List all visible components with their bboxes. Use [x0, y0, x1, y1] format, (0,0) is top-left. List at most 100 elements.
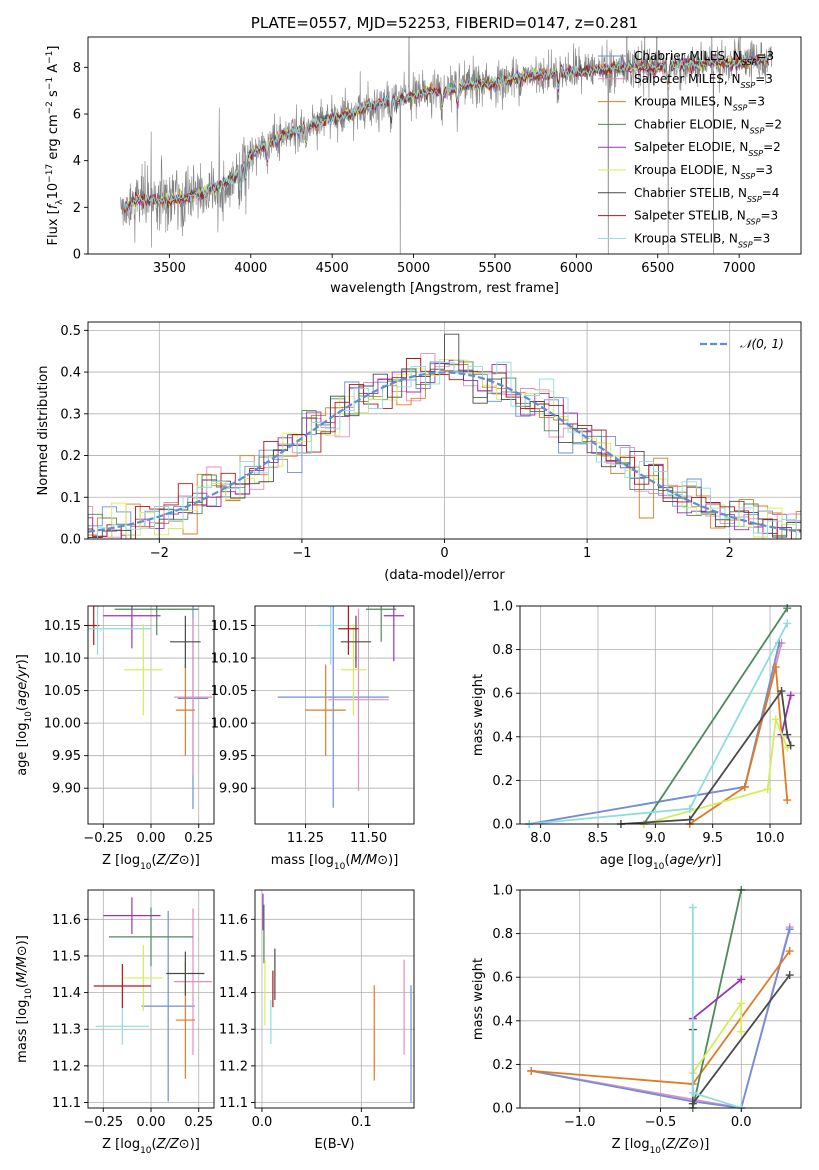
y-tick-label: 1.0: [492, 884, 513, 899]
y-tick-label: 10.00: [211, 717, 248, 732]
weight-marker-krou_miles: [783, 796, 792, 805]
y-tick-label: 0.2: [492, 1058, 513, 1073]
mass_vs_ebv-x-label: E(B-V): [314, 1137, 354, 1152]
y-tick-label: 6: [73, 108, 81, 123]
legend-subscript: SSP: [748, 149, 763, 158]
label-part: age [: [15, 742, 30, 775]
y-tick-label: 0.6: [492, 687, 513, 702]
y-tick-label: 11.3: [52, 1023, 81, 1038]
mass_vs_ebv-plot-area: [262, 893, 412, 1103]
y-tick-label: 11.3: [219, 1023, 248, 1038]
legend-tail: =2: [764, 117, 782, 131]
y-tick-label: 11.5: [219, 949, 248, 964]
x-tick-label: 5000: [397, 261, 430, 276]
legend-entry: Salpeter ELODIE, NSSP=2: [634, 140, 781, 158]
y-tick-label: 10.00: [44, 717, 81, 732]
label-part: s: [46, 90, 61, 101]
x-tick-label: 0.25: [184, 831, 213, 846]
label-part: f: [46, 202, 61, 209]
weight-marker-krou_elodie: [763, 785, 772, 794]
x-tick-label: 9.0: [645, 831, 666, 846]
label-part: log: [633, 853, 653, 868]
y-tick-label: 0.1: [60, 491, 81, 506]
x-tick-label: 8.5: [588, 831, 609, 846]
label-part: (: [15, 706, 30, 711]
y-tick-label: 11.4: [52, 986, 81, 1001]
plot-frame: [254, 605, 415, 825]
x-tick-label: 0.1: [351, 1115, 372, 1130]
x-tick-label: 0.0: [731, 1115, 752, 1130]
x-tick-label: 0.25: [184, 1115, 213, 1130]
label-part: (: [664, 853, 669, 868]
residual-histogram-chab_stelib: [88, 333, 801, 539]
x-tick-label: 3500: [153, 261, 186, 276]
label-part: log: [15, 723, 30, 743]
y-tick-label: 11.2: [52, 1059, 81, 1074]
x-tick-label: −0.5: [645, 1115, 677, 1130]
label-part: (: [661, 1137, 666, 1152]
label-part: (: [345, 853, 350, 868]
legend-subscript: SSP: [750, 126, 765, 135]
label-part: Z [: [102, 853, 120, 868]
y-tick-label: 0.2: [492, 774, 513, 789]
y-tick-label: 0.0: [60, 533, 81, 548]
y-tick-label: 11.6: [219, 913, 248, 928]
weight-marker-chab_stelib: [785, 971, 794, 980]
label-part: ]: [195, 1137, 200, 1152]
label-part: 10: [24, 988, 34, 1000]
legend-tail: =3: [755, 163, 773, 177]
x-tick-label: 10.0: [756, 831, 785, 846]
y-tick-label: 11.1: [219, 1096, 248, 1111]
label-part: 10: [46, 183, 61, 200]
legend-subscript: SSP: [747, 194, 762, 203]
label-part: 10: [140, 862, 152, 872]
plot-frame: [254, 889, 415, 1109]
weight_vs_age-plot-area: [525, 604, 795, 828]
y-tick-label: 11.1: [52, 1096, 81, 1111]
label-part: Z/Z⊙: [665, 1137, 699, 1152]
weight-marker-chab_stelib: [783, 730, 792, 739]
x-tick-label: 6500: [641, 261, 674, 276]
y-tick-label: 0.4: [492, 1014, 513, 1029]
weight-line-chab_elodie: [643, 607, 788, 825]
y-tick-label: 0.3: [60, 407, 81, 422]
y-tick-label: 0.8: [492, 927, 513, 942]
label-part: Z [: [102, 1137, 120, 1152]
x-tick-label: −1: [292, 546, 311, 561]
label-part: ]: [15, 654, 30, 659]
weight-marker-krou_stelib: [783, 619, 792, 628]
mass_vs_Z-plot-area: [93, 897, 213, 1102]
legend-label: Chabrier STELIB, N: [634, 186, 747, 200]
model-spectrum-salp_stelib: [123, 54, 769, 214]
y-tick-label: 11.5: [52, 949, 81, 964]
residuals-y-label: Normed distribution: [36, 366, 51, 496]
weight-vs-metallicity-panel: −1.0 −0.5 0.0 0.0 0.2 0.4 0.6 0.8 1.0 Z [log10(Z/…: [471, 884, 802, 1156]
y-tick-label: 0.5: [60, 324, 81, 339]
x-tick-label: −1.0: [564, 1115, 596, 1130]
y-tick-label: 0.4: [60, 366, 81, 381]
weight-marker-krou_miles: [740, 782, 749, 791]
y-tick-label: 9.95: [52, 749, 81, 764]
label-part: ): [711, 853, 716, 868]
x-tick-label: 4500: [316, 261, 349, 276]
age_vs_Z-y-label: age [log10(age/yr)]: [15, 654, 34, 776]
x-tick-label: 0.00: [137, 831, 166, 846]
label-part: 10: [334, 862, 346, 872]
legend-label: Kroupa STELIB, N: [634, 231, 738, 245]
weight_vs_Z-y-label: mass weight: [471, 958, 486, 1040]
legend-label: Kroupa ELODIE, N: [634, 163, 741, 177]
x-tick-label: 8.0: [530, 831, 551, 846]
y-tick-label: 0.0: [492, 818, 513, 833]
legend-subscript: SSP: [741, 80, 756, 89]
legend-label: Salpeter MILES, N: [634, 72, 741, 86]
residuals-x-label: (data-model)/error: [384, 568, 505, 583]
y-tick-label: 9.90: [52, 782, 81, 797]
weight-marker-chab_stelib: [777, 687, 786, 696]
y-tick-label: 4: [73, 154, 81, 169]
x-tick-label: 4000: [234, 261, 267, 276]
y-tick-label: 0.0: [492, 1102, 513, 1117]
x-tick-label: −0.25: [83, 1115, 123, 1130]
label-part: λ: [55, 199, 65, 205]
x-tick-label: 0.0: [252, 1115, 273, 1130]
spectrum-x-label: wavelength [Angstrom, rest frame]: [330, 281, 559, 296]
